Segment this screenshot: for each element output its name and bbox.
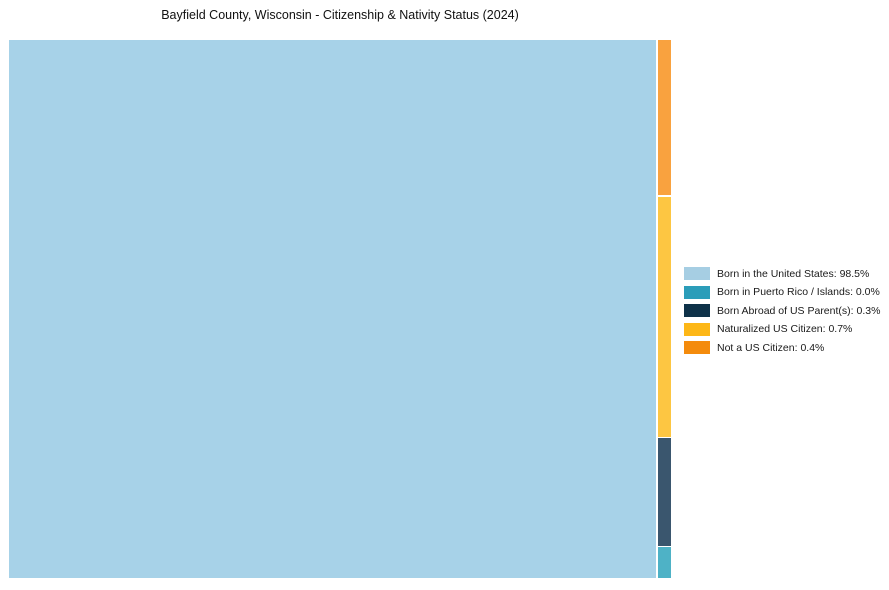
legend-swatch (684, 322, 710, 336)
treemap-segment-not-a-us-citizen[interactable] (658, 40, 671, 195)
treemap-segment-born-in-the-united-states[interactable] (9, 40, 656, 578)
legend-label: Born in the United States: 98.5% (717, 267, 870, 280)
legend-swatch (684, 341, 710, 354)
chart-title: Bayfield County, Wisconsin - Citizenship… (161, 8, 519, 22)
legend-label: Not a US Citizen: 0.4% (717, 341, 825, 354)
treemap-segment-naturalized-us-citizen[interactable] (658, 197, 671, 437)
legend-label: Naturalized US Citizen: 0.7% (717, 323, 853, 335)
treemap (9, 40, 671, 578)
legend-item-not-a-us-citizen[interactable]: Not a US Citizen: 0.4% (684, 341, 880, 354)
treemap-segment-born-abroad-of-us-parent-s[interactable] (658, 438, 671, 546)
legend-item-born-abroad-of-us-parent-s[interactable]: Born Abroad of US Parent(s): 0.3% (684, 304, 880, 317)
legend-item-born-in-puerto-rico-islands[interactable]: Born in Puerto Rico / Islands: 0.0% (684, 285, 880, 299)
legend-label: Born Abroad of US Parent(s): 0.3% (717, 304, 881, 317)
legend-item-naturalized-us-citizen[interactable]: Naturalized US Citizen: 0.7% (684, 322, 880, 336)
legend-label: Born in Puerto Rico / Islands: 0.0% (717, 286, 880, 298)
legend-swatch (684, 285, 710, 299)
legend-swatch (684, 304, 710, 317)
legend-item-born-in-the-united-states[interactable]: Born in the United States: 98.5% (684, 267, 880, 280)
treemap-segment-born-in-puerto-rico-islands[interactable] (658, 547, 671, 578)
legend: Born in the United States: 98.5% Born in … (684, 267, 880, 360)
legend-swatch (684, 267, 710, 280)
